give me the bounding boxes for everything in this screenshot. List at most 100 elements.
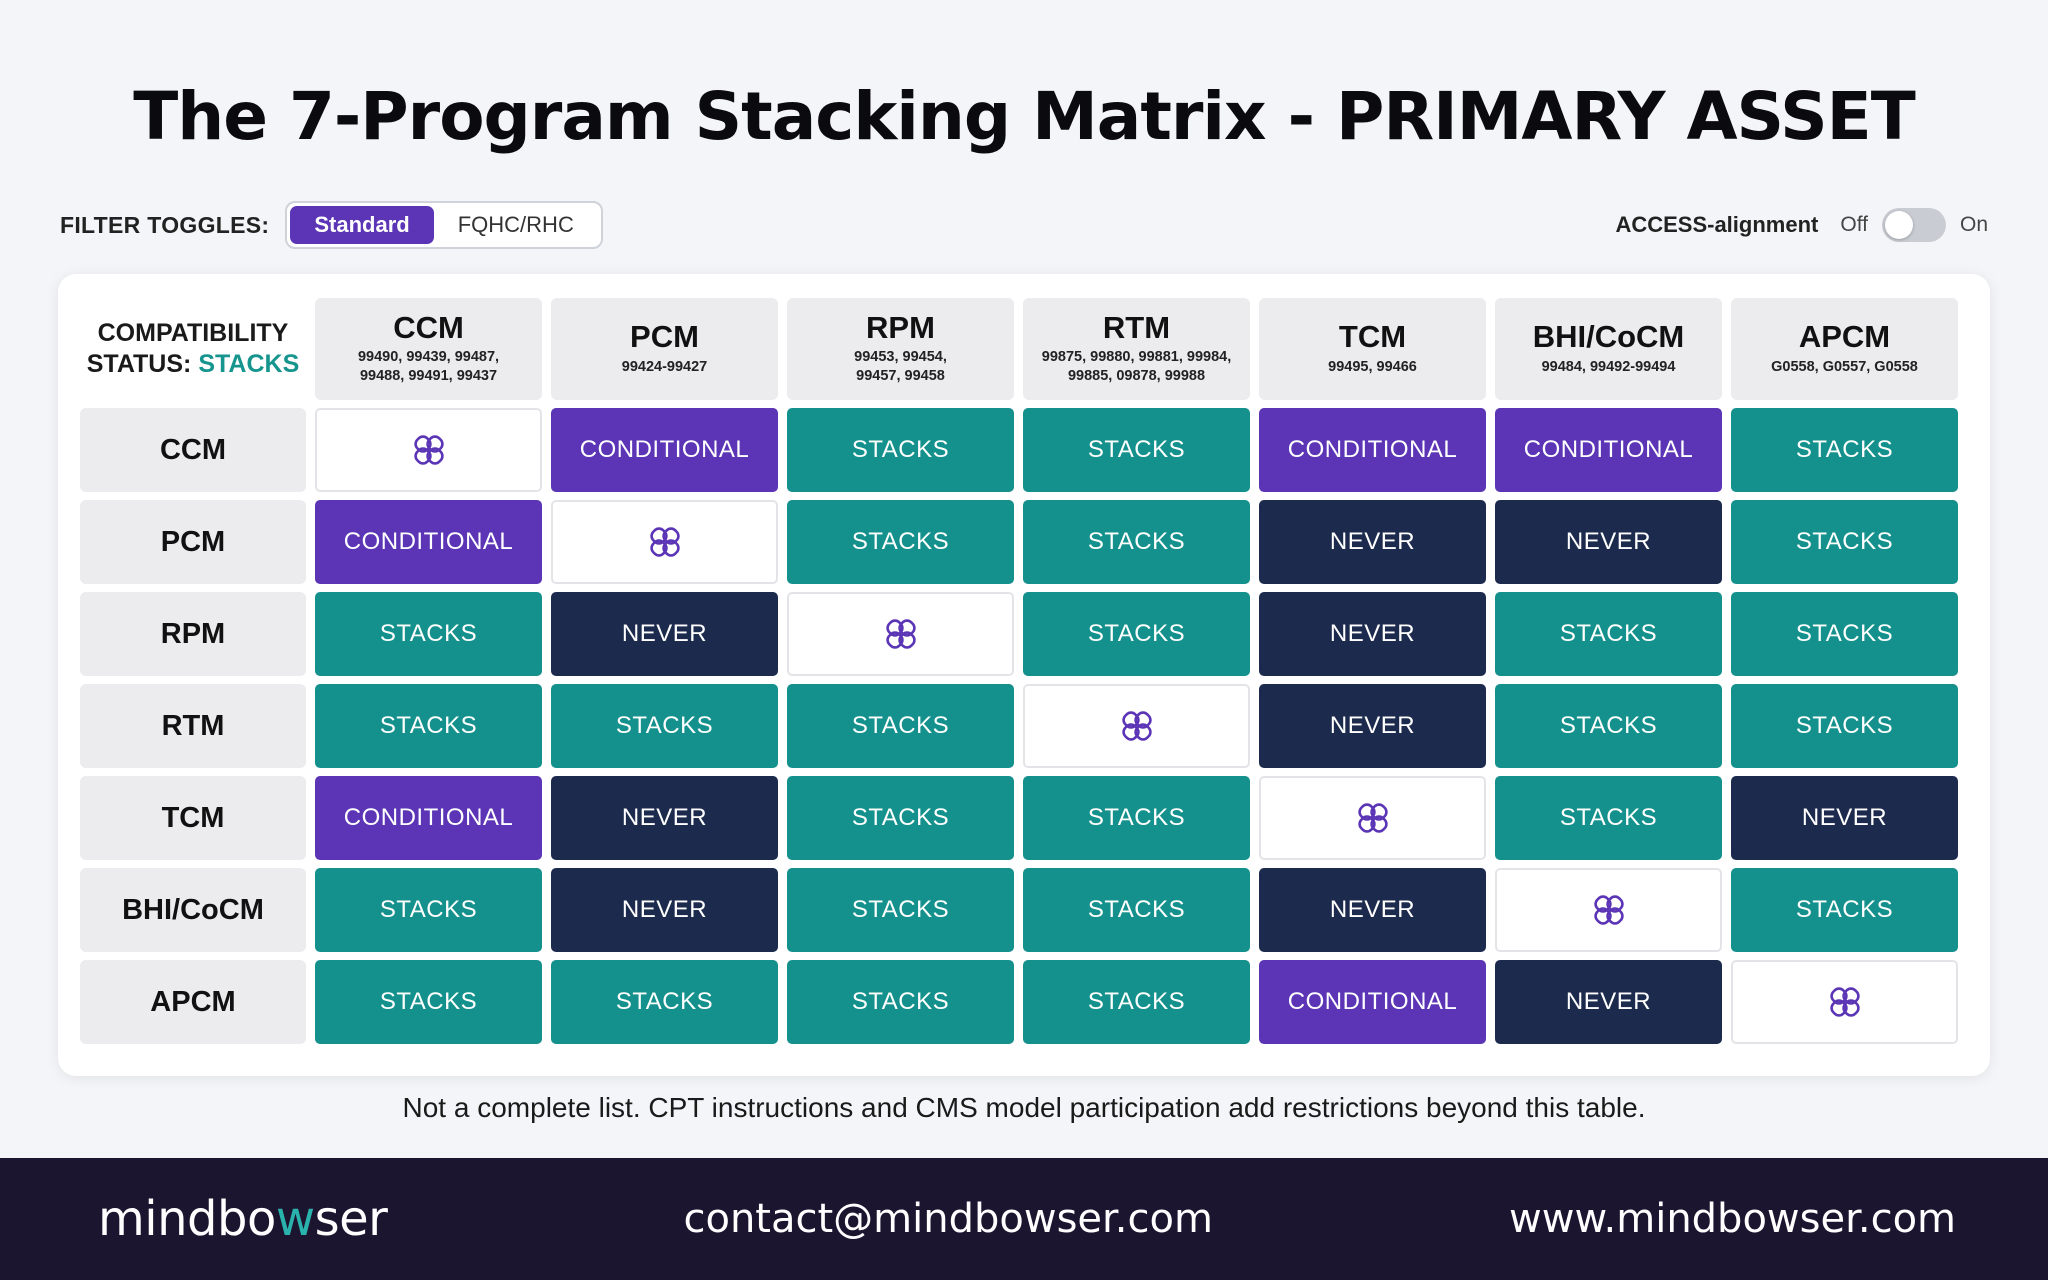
column-code: BHI/CoCM bbox=[1532, 319, 1685, 355]
matrix-cell-conditional[interactable]: CONDITIONAL bbox=[315, 500, 542, 584]
matrix-cell-stacks[interactable]: STACKS bbox=[315, 684, 542, 768]
matrix-cell-never[interactable]: NEVER bbox=[1731, 776, 1958, 860]
corner-line-1: COMPATIBILITY bbox=[97, 318, 289, 347]
matrix-cell-conditional[interactable]: CONDITIONAL bbox=[1495, 408, 1722, 492]
matrix-cell-stacks[interactable]: STACKS bbox=[1023, 776, 1250, 860]
column-cpt-codes: 99875, 99880, 99881, 99984, 99885, 09878,… bbox=[1041, 349, 1232, 385]
matrix-cell-stacks[interactable]: STACKS bbox=[1731, 408, 1958, 492]
matrix-cell-never[interactable]: NEVER bbox=[551, 868, 778, 952]
matrix-cell-stacks[interactable]: STACKS bbox=[551, 684, 778, 768]
website-link[interactable]: www.mindbowser.com bbox=[1509, 1196, 1956, 1242]
matrix-cell-stacks[interactable]: STACKS bbox=[787, 776, 1014, 860]
column-header-rpm: RPM 99453, 99454, 99457, 99458 bbox=[787, 298, 1014, 400]
link-knot-icon bbox=[1593, 895, 1624, 925]
link-knot-icon bbox=[1121, 711, 1152, 741]
stacking-matrix: COMPATIBILITY STATUS: STACKS CCM 99490, 9… bbox=[80, 298, 1958, 1044]
mindbowser-logo[interactable]: mindbowser bbox=[98, 1191, 388, 1247]
matrix-cell-stacks[interactable]: STACKS bbox=[1023, 592, 1250, 676]
matrix-cell-stacks[interactable]: STACKS bbox=[787, 408, 1014, 492]
matrix-cell-self[interactable] bbox=[1495, 868, 1722, 952]
matrix-cell-stacks[interactable]: STACKS bbox=[1495, 684, 1722, 768]
toggle-knob bbox=[1884, 211, 1913, 239]
column-cpt-codes: 99453, 99454, 99457, 99458 bbox=[854, 349, 947, 385]
column-code: APCM bbox=[1798, 319, 1891, 355]
link-knot-icon bbox=[885, 619, 916, 649]
matrix-cell-conditional[interactable]: CONDITIONAL bbox=[551, 408, 778, 492]
row-header-rtm: RTM bbox=[80, 684, 306, 768]
matrix-corner-header: COMPATIBILITY STATUS: STACKS bbox=[80, 298, 306, 400]
column-cpt-codes: G0558, G0557, G0558 bbox=[1771, 358, 1918, 375]
matrix-cell-self[interactable] bbox=[1259, 776, 1486, 860]
matrix-cell-stacks[interactable]: STACKS bbox=[315, 592, 542, 676]
link-knot-icon bbox=[1357, 803, 1388, 833]
column-code: CCM bbox=[393, 309, 464, 345]
matrix-cell-never[interactable]: NEVER bbox=[1259, 500, 1486, 584]
row-header-apcm: APCM bbox=[80, 960, 306, 1044]
row-header-bhi-cocm: BHI/CoCM bbox=[80, 868, 306, 952]
matrix-cell-stacks[interactable]: STACKS bbox=[1731, 684, 1958, 768]
matrix-cell-self[interactable] bbox=[551, 500, 778, 584]
column-code: PCM bbox=[630, 319, 699, 355]
toggle-off-label: Off bbox=[1840, 213, 1868, 236]
matrix-cell-self[interactable] bbox=[315, 408, 542, 492]
matrix-cell-stacks[interactable]: STACKS bbox=[551, 960, 778, 1044]
matrix-cell-never[interactable]: NEVER bbox=[551, 592, 778, 676]
column-header-bhi-cocm: BHI/CoCM 99484, 99492-99494 bbox=[1495, 298, 1722, 400]
matrix-cell-conditional[interactable]: CONDITIONAL bbox=[315, 776, 542, 860]
matrix-cell-never[interactable]: NEVER bbox=[1259, 684, 1486, 768]
filter-fqhc-rhc-button[interactable]: FQHC/RHC bbox=[457, 212, 574, 237]
matrix-cell-stacks[interactable]: STACKS bbox=[1023, 500, 1250, 584]
matrix-cell-never[interactable]: NEVER bbox=[1259, 592, 1486, 676]
column-header-pcm: PCM 99424-99427 bbox=[551, 298, 778, 400]
matrix-cell-stacks[interactable]: STACKS bbox=[315, 868, 542, 952]
filter-standard-button[interactable]: Standard bbox=[290, 206, 434, 244]
page-title: The 7-Program Stacking Matrix - PRIMARY … bbox=[133, 78, 1916, 155]
column-code: RPM bbox=[866, 309, 935, 345]
column-code: TCM bbox=[1338, 319, 1407, 355]
column-header-tcm: TCM 99495, 99466 bbox=[1259, 298, 1486, 400]
column-cpt-codes: 99484, 99492-99494 bbox=[1541, 358, 1676, 375]
row-header-ccm: CCM bbox=[80, 408, 306, 492]
column-cpt-codes: 99495, 99466 bbox=[1328, 358, 1417, 375]
matrix-cell-self[interactable] bbox=[1731, 960, 1958, 1044]
matrix-cell-stacks[interactable]: STACKS bbox=[1023, 408, 1250, 492]
matrix-cell-stacks[interactable]: STACKS bbox=[1023, 868, 1250, 952]
filter-segmented-control: Standard FQHC/RHC bbox=[285, 201, 603, 249]
corner-stacks-word: STACKS bbox=[198, 350, 300, 378]
matrix-cell-never[interactable]: NEVER bbox=[1495, 500, 1722, 584]
matrix-cell-conditional[interactable]: CONDITIONAL bbox=[1259, 960, 1486, 1044]
matrix-cell-stacks[interactable]: STACKS bbox=[1731, 592, 1958, 676]
matrix-panel: COMPATIBILITY STATUS: STACKS CCM 99490, 9… bbox=[58, 274, 1990, 1076]
matrix-cell-stacks[interactable]: STACKS bbox=[1495, 776, 1722, 860]
column-cpt-codes: 99490, 99439, 99487, 99488, 99491, 99437 bbox=[357, 349, 500, 385]
matrix-cell-never[interactable]: NEVER bbox=[551, 776, 778, 860]
footer-bar: mindbowser contact@mindbowser.com www.mi… bbox=[0, 1158, 2048, 1280]
matrix-cell-stacks[interactable]: STACKS bbox=[787, 684, 1014, 768]
matrix-cell-stacks[interactable]: STACKS bbox=[787, 868, 1014, 952]
matrix-cell-self[interactable] bbox=[787, 592, 1014, 676]
filter-bar: FILTER TOGGLES: Standard FQHC/RHC ACCESS… bbox=[60, 200, 1988, 250]
link-knot-icon bbox=[413, 435, 444, 465]
contact-email-link[interactable]: contact@mindbowser.com bbox=[683, 1196, 1213, 1242]
filter-toggles: FILTER TOGGLES: Standard FQHC/RHC bbox=[60, 201, 603, 249]
row-header-rpm: RPM bbox=[80, 592, 306, 676]
matrix-cell-stacks[interactable]: STACKS bbox=[787, 500, 1014, 584]
matrix-cell-never[interactable]: NEVER bbox=[1259, 868, 1486, 952]
column-header-apcm: APCM G0558, G0557, G0558 bbox=[1731, 298, 1958, 400]
column-cpt-codes: 99424-99427 bbox=[621, 358, 708, 375]
matrix-cell-conditional[interactable]: CONDITIONAL bbox=[1259, 408, 1486, 492]
matrix-cell-stacks[interactable]: STACKS bbox=[315, 960, 542, 1044]
matrix-cell-never[interactable]: NEVER bbox=[1495, 960, 1722, 1044]
matrix-cell-self[interactable] bbox=[1023, 684, 1250, 768]
matrix-cell-stacks[interactable]: STACKS bbox=[1495, 592, 1722, 676]
matrix-cell-stacks[interactable]: STACKS bbox=[1731, 868, 1958, 952]
column-header-ccm: CCM 99490, 99439, 99487, 99488, 99491, 994… bbox=[315, 298, 542, 400]
matrix-cell-stacks[interactable]: STACKS bbox=[1023, 960, 1250, 1044]
access-alignment-label: ACCESS-alignment bbox=[1615, 212, 1819, 237]
matrix-cell-stacks[interactable]: STACKS bbox=[1731, 500, 1958, 584]
toggle-on-label: On bbox=[1959, 213, 1988, 236]
matrix-cell-stacks[interactable]: STACKS bbox=[787, 960, 1014, 1044]
link-knot-icon bbox=[1829, 987, 1860, 1017]
row-header-pcm: PCM bbox=[80, 500, 306, 584]
access-alignment-toggle[interactable] bbox=[1881, 208, 1946, 242]
